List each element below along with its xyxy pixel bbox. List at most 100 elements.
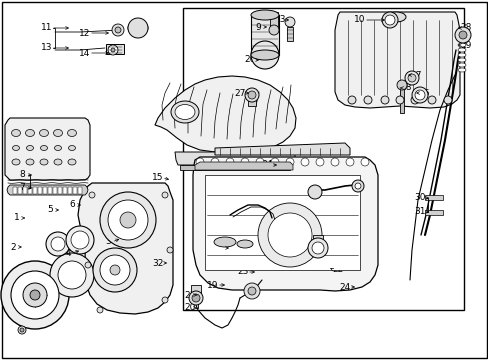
- Ellipse shape: [40, 130, 48, 136]
- Circle shape: [404, 71, 418, 85]
- Circle shape: [71, 231, 89, 249]
- Text: 34: 34: [261, 161, 272, 170]
- Circle shape: [66, 226, 94, 254]
- Circle shape: [268, 25, 279, 35]
- Text: 12: 12: [79, 28, 90, 37]
- Polygon shape: [215, 143, 349, 155]
- Ellipse shape: [457, 53, 465, 57]
- Ellipse shape: [457, 43, 465, 47]
- Circle shape: [384, 15, 394, 25]
- Ellipse shape: [175, 104, 195, 120]
- Text: 8: 8: [19, 171, 25, 180]
- Bar: [269, 12, 278, 30]
- Circle shape: [210, 158, 219, 166]
- Ellipse shape: [67, 130, 76, 136]
- Text: 14: 14: [79, 49, 90, 58]
- Ellipse shape: [54, 159, 62, 165]
- Circle shape: [410, 96, 418, 104]
- Circle shape: [50, 253, 94, 297]
- Circle shape: [189, 291, 203, 305]
- Text: 6: 6: [69, 201, 75, 210]
- Bar: [38, 187, 42, 194]
- Bar: [250, 15, 279, 55]
- Circle shape: [315, 158, 324, 166]
- Polygon shape: [193, 157, 377, 291]
- Ellipse shape: [68, 159, 76, 165]
- Ellipse shape: [68, 145, 75, 150]
- Ellipse shape: [385, 12, 405, 22]
- Circle shape: [346, 158, 353, 166]
- Circle shape: [330, 158, 338, 166]
- Bar: [48, 187, 52, 194]
- Circle shape: [407, 74, 415, 82]
- Bar: [43, 187, 47, 194]
- Ellipse shape: [457, 63, 465, 67]
- Bar: [183, 8, 463, 310]
- Circle shape: [93, 248, 137, 292]
- Ellipse shape: [171, 101, 199, 123]
- Polygon shape: [7, 185, 88, 195]
- Circle shape: [396, 80, 406, 90]
- Bar: [13, 187, 17, 194]
- Circle shape: [225, 158, 234, 166]
- Circle shape: [20, 328, 24, 332]
- Circle shape: [285, 158, 293, 166]
- Text: 21: 21: [184, 291, 195, 300]
- Ellipse shape: [54, 145, 61, 150]
- Circle shape: [267, 213, 311, 257]
- Text: 16: 16: [418, 89, 430, 98]
- Text: 24: 24: [339, 283, 350, 292]
- Circle shape: [18, 326, 26, 334]
- Circle shape: [247, 91, 256, 99]
- Circle shape: [351, 180, 363, 192]
- Circle shape: [311, 242, 324, 254]
- Ellipse shape: [26, 159, 34, 165]
- Circle shape: [23, 283, 47, 307]
- Ellipse shape: [250, 10, 279, 20]
- Circle shape: [89, 192, 95, 198]
- Text: 1: 1: [14, 213, 20, 222]
- Text: 11: 11: [41, 23, 53, 32]
- Circle shape: [167, 247, 173, 253]
- Circle shape: [108, 200, 148, 240]
- Circle shape: [256, 158, 264, 166]
- Circle shape: [443, 96, 451, 104]
- Text: 19: 19: [207, 280, 218, 289]
- Circle shape: [58, 261, 86, 289]
- Circle shape: [162, 192, 168, 198]
- Bar: [68, 187, 72, 194]
- Bar: [106, 44, 124, 54]
- Circle shape: [111, 48, 115, 52]
- Polygon shape: [180, 165, 289, 170]
- Text: 18: 18: [401, 84, 412, 93]
- Circle shape: [115, 27, 121, 33]
- Bar: [33, 187, 37, 194]
- Bar: [18, 187, 22, 194]
- Circle shape: [241, 158, 248, 166]
- Bar: [191, 285, 201, 298]
- Circle shape: [347, 96, 355, 104]
- Text: 22: 22: [332, 265, 343, 274]
- Ellipse shape: [25, 130, 35, 136]
- Ellipse shape: [26, 145, 34, 150]
- Circle shape: [285, 17, 294, 27]
- Text: 3: 3: [105, 238, 111, 247]
- Circle shape: [112, 24, 124, 36]
- Circle shape: [395, 96, 403, 104]
- Ellipse shape: [12, 130, 20, 136]
- Text: 29: 29: [459, 40, 471, 49]
- Ellipse shape: [40, 159, 48, 165]
- Bar: [247, 100, 256, 106]
- Text: 10: 10: [353, 15, 365, 24]
- Bar: [424, 210, 442, 215]
- Polygon shape: [155, 76, 295, 153]
- Circle shape: [120, 212, 136, 228]
- Text: 30: 30: [413, 193, 425, 202]
- Circle shape: [301, 158, 308, 166]
- Ellipse shape: [12, 159, 20, 165]
- Text: 20: 20: [184, 303, 195, 312]
- Circle shape: [414, 90, 424, 100]
- Circle shape: [458, 31, 466, 39]
- Circle shape: [85, 262, 91, 268]
- Circle shape: [258, 203, 321, 267]
